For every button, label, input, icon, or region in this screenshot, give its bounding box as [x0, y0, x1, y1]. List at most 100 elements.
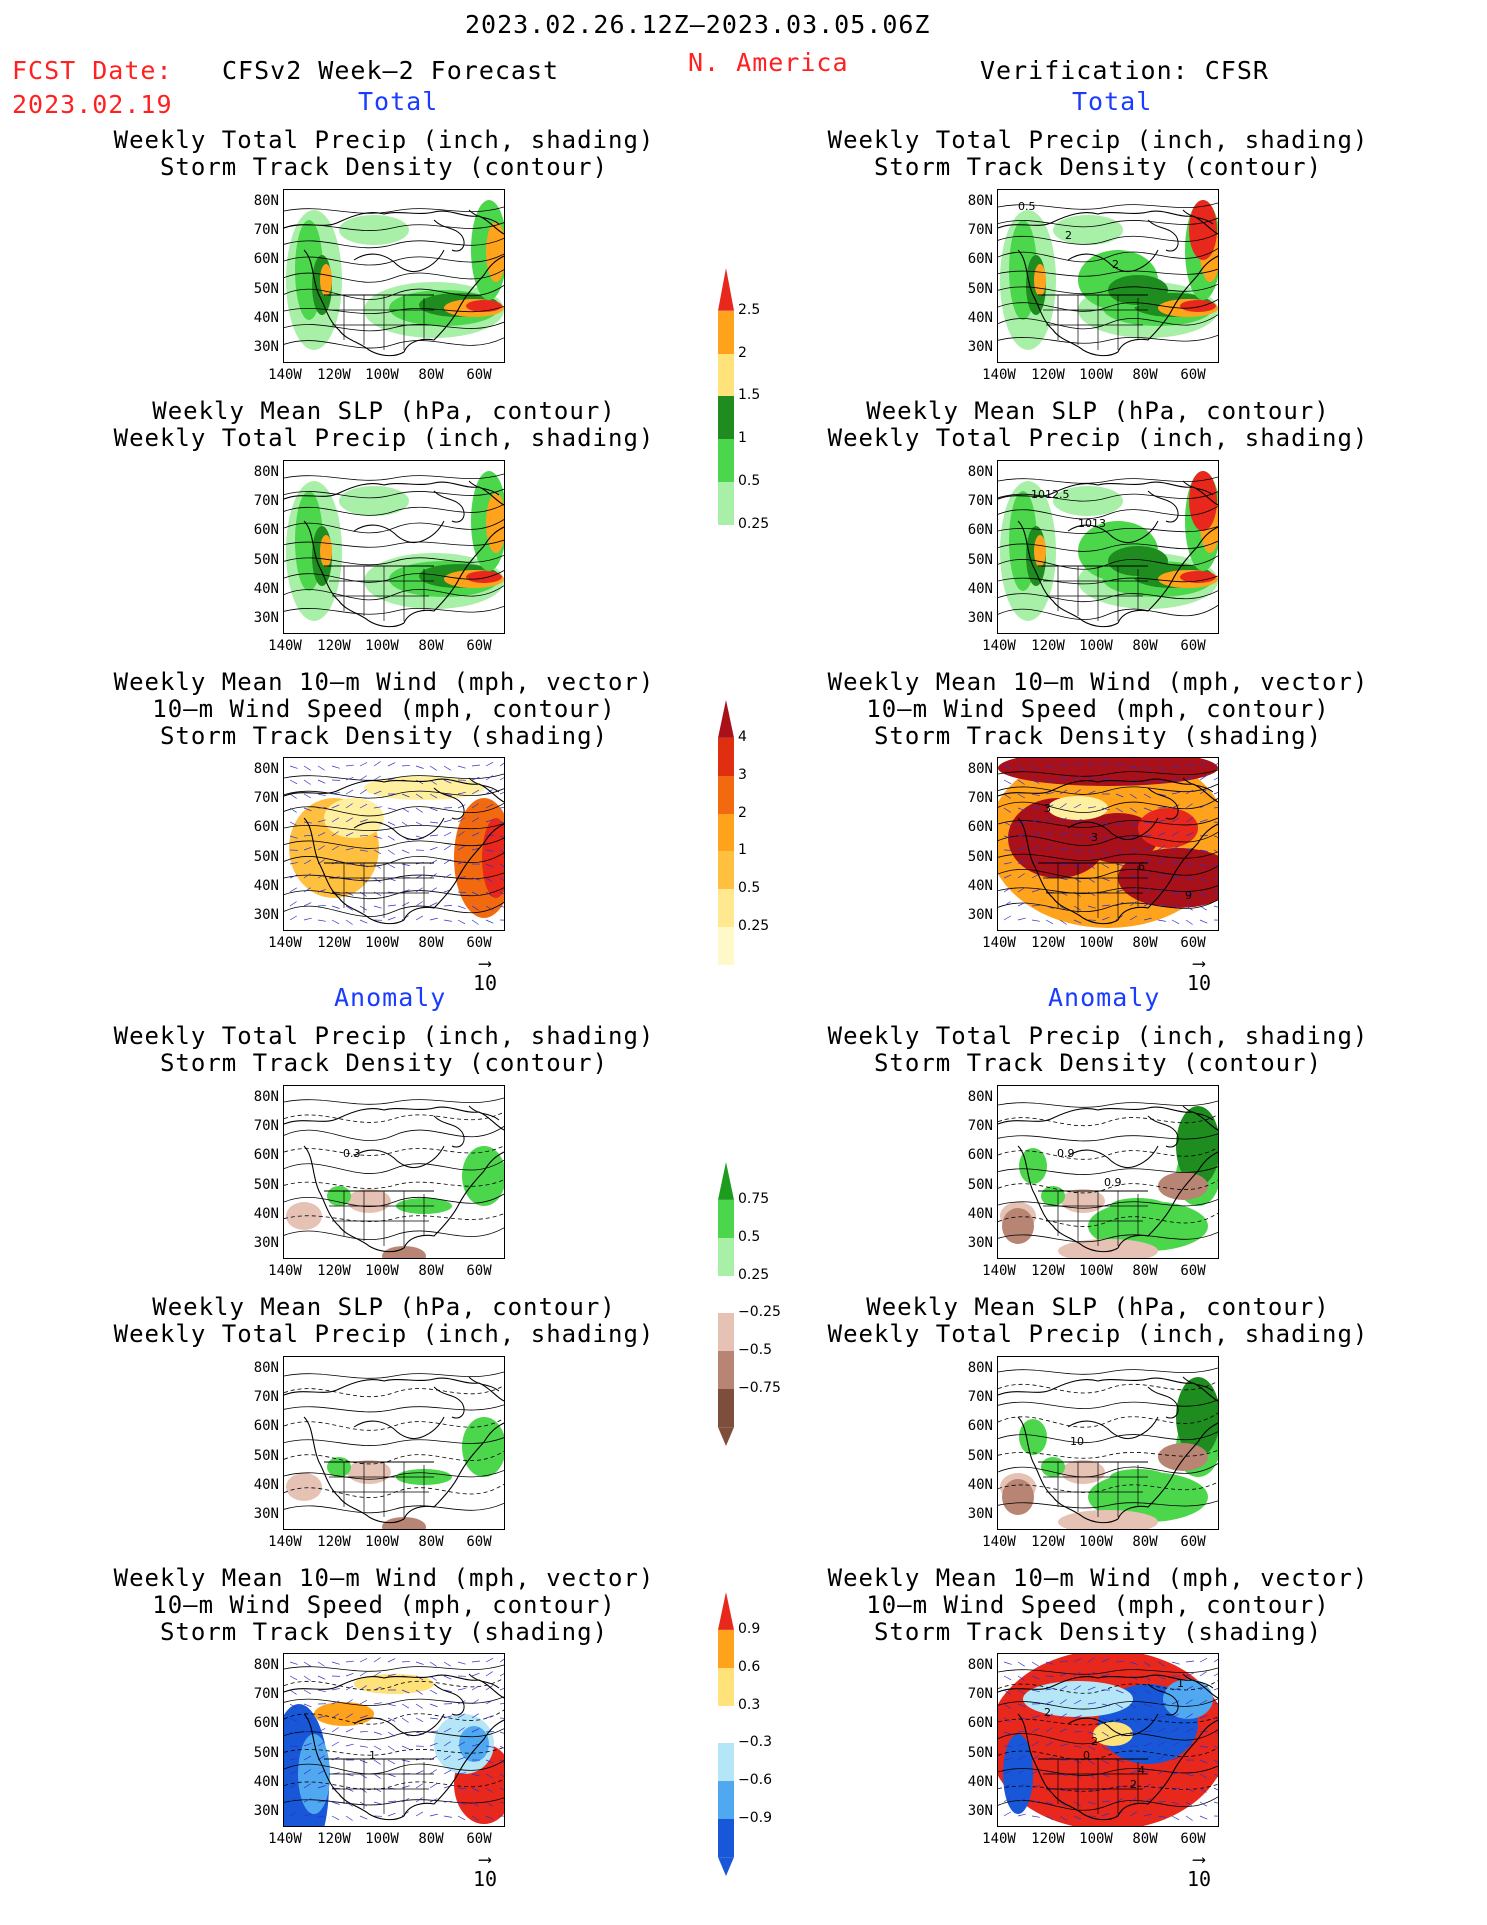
contour-label: 2: [1130, 1778, 1137, 1791]
lat-label: 60N: [253, 1715, 279, 1731]
colorbar-label: 2.5: [738, 301, 761, 318]
colorbar-label: 3: [738, 766, 747, 783]
title-line: Storm Track Density (contour): [159, 153, 609, 181]
lat-label: 40N: [967, 878, 993, 894]
colorbar-precip-total: 2.5 2 1.5 1 0.5 0.25: [718, 268, 769, 546]
title-l5: Weekly Mean SLP (hPa, contour) Weekly To…: [64, 1294, 704, 1348]
lat-label: 50N: [253, 1448, 279, 1464]
colorbar-label: 0.5: [738, 880, 761, 897]
lon-label: 80W: [418, 367, 444, 383]
lon-label: 100W: [1079, 935, 1113, 951]
map-panel-r5: 10: [997, 1356, 1219, 1530]
title-line: Storm Track Density (shading): [873, 1618, 1323, 1646]
map-canvas: 0.5 2 2: [998, 200, 1218, 357]
title-l1: Weekly Total Precip (inch, shading) Stor…: [64, 127, 704, 181]
colorbar-segment: [718, 481, 734, 525]
title-line: Weekly Total Precip (inch, shading): [827, 1022, 1369, 1050]
lat-label: 50N: [967, 849, 993, 865]
title-line: Weekly Total Precip (inch, shading): [827, 126, 1369, 154]
colorbar-segment: [718, 1389, 734, 1428]
lat-label: 40N: [253, 878, 279, 894]
lat-label: 30N: [253, 1235, 279, 1251]
lat-label: 30N: [253, 339, 279, 355]
lat-label: 60N: [253, 1147, 279, 1163]
lat-label: 80N: [253, 1089, 279, 1105]
colorbar-segment: [718, 737, 734, 776]
vector-reference: ⟶ 10: [465, 1851, 505, 1892]
lat-label: 50N: [967, 1745, 993, 1761]
lat-label: 50N: [967, 1448, 993, 1464]
map-panel-r2: 1012.5 1013: [997, 460, 1219, 634]
colorbar-label: −0.9: [738, 1810, 772, 1827]
contour-label: 1013: [1078, 517, 1106, 530]
colorbar-segment: [718, 1275, 734, 1314]
vector-reference: ⟶ 10: [1179, 953, 1219, 996]
lon-label: 100W: [365, 1831, 399, 1847]
lon-label: 140W: [268, 1534, 302, 1550]
colorbar-segment: [718, 1629, 734, 1668]
colorbar-label: 0.25: [738, 1266, 770, 1283]
lon-label: 100W: [365, 1263, 399, 1279]
section-total-right: Total: [1072, 87, 1153, 116]
map-canvas: 3 3 6 9: [998, 758, 1218, 928]
map-canvas: [284, 1371, 504, 1529]
colorbar-segment: [718, 310, 734, 354]
lon-label: 120W: [317, 1534, 351, 1550]
title-line: 10–m Wind Speed (mph, contour): [866, 1591, 1330, 1619]
colorbar-label: 0.75: [738, 1190, 770, 1207]
contour-label: 3: [1044, 802, 1051, 815]
lat-label: 30N: [253, 610, 279, 626]
map-panel-l3: [283, 757, 505, 931]
title-l4: Weekly Total Precip (inch, shading) Stor…: [64, 1023, 704, 1077]
colorbar-label: 0.25: [738, 515, 770, 532]
title-line: 10–m Wind Speed (mph, contour): [866, 695, 1330, 723]
title-r5: Weekly Mean SLP (hPa, contour) Weekly To…: [778, 1294, 1418, 1348]
lon-label: 80W: [1132, 1831, 1158, 1847]
lon-label: 60W: [466, 638, 492, 654]
colorbar-track-anom: 0.9 0.6 0.3 −0.3 −0.6 −0.9: [718, 1592, 772, 1876]
lon-label: 140W: [268, 935, 302, 951]
colorbar-segment: [718, 851, 734, 890]
lon-label: 60W: [1180, 1534, 1206, 1550]
title-line: Weekly Mean SLP (hPa, contour): [152, 1293, 616, 1321]
arrow-right-icon: ⟶: [1193, 953, 1205, 974]
lat-label: 40N: [253, 1774, 279, 1790]
colorbar-segment: [718, 439, 734, 482]
title-l6: Weekly Mean 10–m Wind (mph, vector) 10–m…: [64, 1565, 704, 1646]
colorbar-segment: [718, 1743, 734, 1782]
colorbar-label: 1: [738, 430, 747, 447]
lat-label: 80N: [253, 193, 279, 209]
lon-label: 60W: [466, 1534, 492, 1550]
lat-label: 70N: [967, 790, 993, 806]
map-panel-l5: [283, 1356, 505, 1530]
lat-label: 50N: [253, 1177, 279, 1193]
colorbar-segment: [718, 1351, 734, 1390]
vector-ref-value: 10: [1186, 1867, 1212, 1891]
lat-label: 80N: [967, 761, 993, 777]
title-l2: Weekly Mean SLP (hPa, contour) Weekly To…: [64, 398, 704, 452]
contour-label: 1: [369, 1749, 376, 1762]
map-panel-r3: 3 3 6 9: [997, 757, 1219, 931]
colorbar-label: −0.25: [738, 1304, 781, 1321]
lat-label: 80N: [967, 464, 993, 480]
map-canvas: [284, 471, 504, 628]
lon-label: 120W: [1031, 638, 1065, 654]
lat-label: 70N: [253, 790, 279, 806]
lat-label: 70N: [253, 1389, 279, 1405]
lat-label: 70N: [253, 1118, 279, 1134]
lon-label: 80W: [418, 1831, 444, 1847]
lat-label: 40N: [967, 310, 993, 326]
title-line: Weekly Mean 10–m Wind (mph, vector): [827, 668, 1369, 696]
lat-label: 80N: [253, 1657, 279, 1673]
lat-label: 30N: [967, 610, 993, 626]
lon-label: 100W: [365, 1534, 399, 1550]
lon-label: 80W: [1132, 638, 1158, 654]
lon-label: 120W: [317, 1263, 351, 1279]
colorbar-label: 0.25: [738, 918, 770, 935]
vector-reference: ⟶ 10: [465, 955, 505, 996]
lon-label: 80W: [418, 1534, 444, 1550]
fcst-date-value: 2023.02.19: [12, 90, 173, 119]
lon-label: 80W: [418, 638, 444, 654]
lon-label: 140W: [268, 1263, 302, 1279]
